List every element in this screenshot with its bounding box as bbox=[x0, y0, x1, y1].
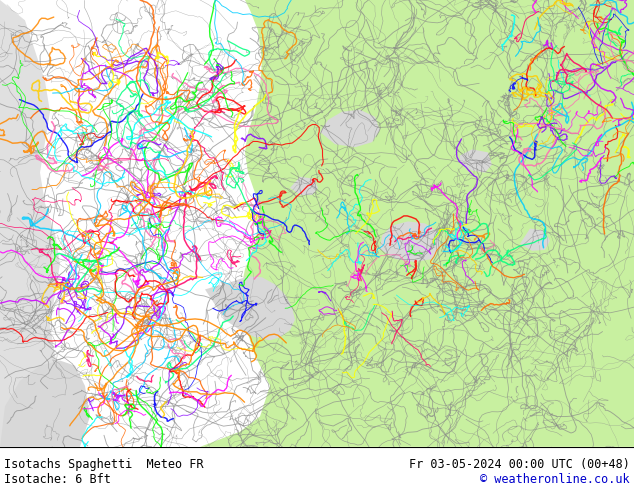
Polygon shape bbox=[200, 0, 634, 447]
Polygon shape bbox=[380, 221, 440, 262]
Text: Fr 03-05-2024 00:00 UTC (00+48): Fr 03-05-2024 00:00 UTC (00+48) bbox=[409, 458, 630, 471]
Polygon shape bbox=[460, 149, 492, 172]
Text: © weatheronline.co.uk: © weatheronline.co.uk bbox=[481, 473, 630, 486]
Text: Isotachs Spaghetti  Meteo FR: Isotachs Spaghetti Meteo FR bbox=[4, 458, 204, 471]
Polygon shape bbox=[205, 276, 295, 340]
Polygon shape bbox=[0, 0, 70, 447]
Polygon shape bbox=[320, 110, 380, 147]
Text: Isotache: 6 Bft: Isotache: 6 Bft bbox=[4, 473, 111, 486]
Polygon shape bbox=[290, 177, 318, 195]
Polygon shape bbox=[0, 361, 90, 447]
Polygon shape bbox=[520, 228, 550, 251]
